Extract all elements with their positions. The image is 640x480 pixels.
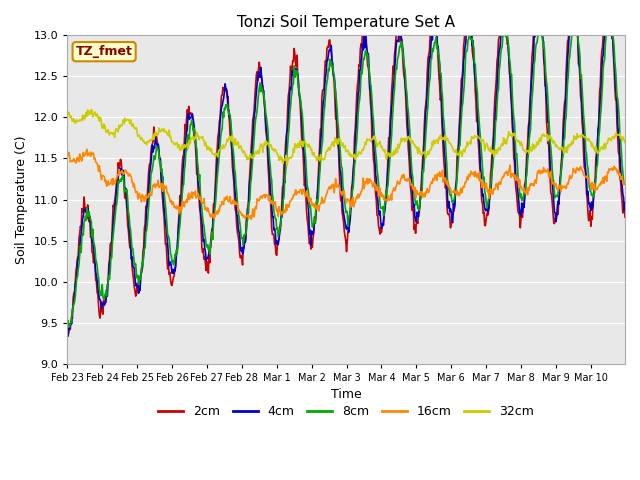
32cm <box>130 122 138 128</box>
2cm <box>64 334 72 339</box>
16cm <box>232 201 240 207</box>
32cm <box>63 109 71 115</box>
32cm <box>436 132 444 138</box>
Line: 16cm: 16cm <box>67 149 625 219</box>
16cm <box>130 184 138 190</box>
32cm <box>621 140 629 145</box>
2cm <box>260 95 268 100</box>
16cm <box>436 174 444 180</box>
8cm <box>621 181 629 187</box>
32cm <box>260 144 268 149</box>
16cm <box>282 210 289 216</box>
2cm <box>281 160 289 166</box>
4cm <box>63 331 71 337</box>
16cm <box>83 146 91 152</box>
8cm <box>605 13 613 19</box>
X-axis label: Time: Time <box>331 388 362 401</box>
16cm <box>63 151 71 156</box>
Line: 4cm: 4cm <box>67 2 625 336</box>
2cm <box>232 209 240 215</box>
8cm <box>281 176 289 181</box>
4cm <box>281 180 289 186</box>
4cm <box>64 333 72 338</box>
8cm <box>260 91 268 97</box>
16cm <box>260 192 268 197</box>
Title: Tonzi Soil Temperature Set A: Tonzi Soil Temperature Set A <box>237 15 455 30</box>
8cm <box>66 324 74 330</box>
4cm <box>260 88 268 94</box>
4cm <box>436 61 444 67</box>
2cm <box>621 214 629 220</box>
2cm <box>130 276 138 282</box>
16cm <box>248 216 255 222</box>
Y-axis label: Soil Temperature (C): Soil Temperature (C) <box>15 135 28 264</box>
32cm <box>405 135 413 141</box>
Line: 2cm: 2cm <box>67 0 625 336</box>
4cm <box>130 264 138 270</box>
2cm <box>404 146 412 152</box>
Text: TZ_fmet: TZ_fmet <box>76 45 132 58</box>
4cm <box>232 196 240 202</box>
4cm <box>621 200 629 205</box>
32cm <box>232 142 240 148</box>
Line: 8cm: 8cm <box>67 16 625 327</box>
8cm <box>436 60 444 66</box>
2cm <box>63 324 71 330</box>
32cm <box>283 163 291 169</box>
32cm <box>281 156 289 162</box>
8cm <box>232 182 240 188</box>
Line: 32cm: 32cm <box>67 109 625 166</box>
4cm <box>404 134 412 140</box>
32cm <box>88 107 95 112</box>
16cm <box>405 177 413 182</box>
8cm <box>404 109 412 115</box>
16cm <box>621 180 629 186</box>
4cm <box>570 0 577 5</box>
8cm <box>63 320 71 326</box>
8cm <box>130 252 138 258</box>
2cm <box>436 82 444 87</box>
Legend: 2cm, 4cm, 8cm, 16cm, 32cm: 2cm, 4cm, 8cm, 16cm, 32cm <box>153 400 539 423</box>
